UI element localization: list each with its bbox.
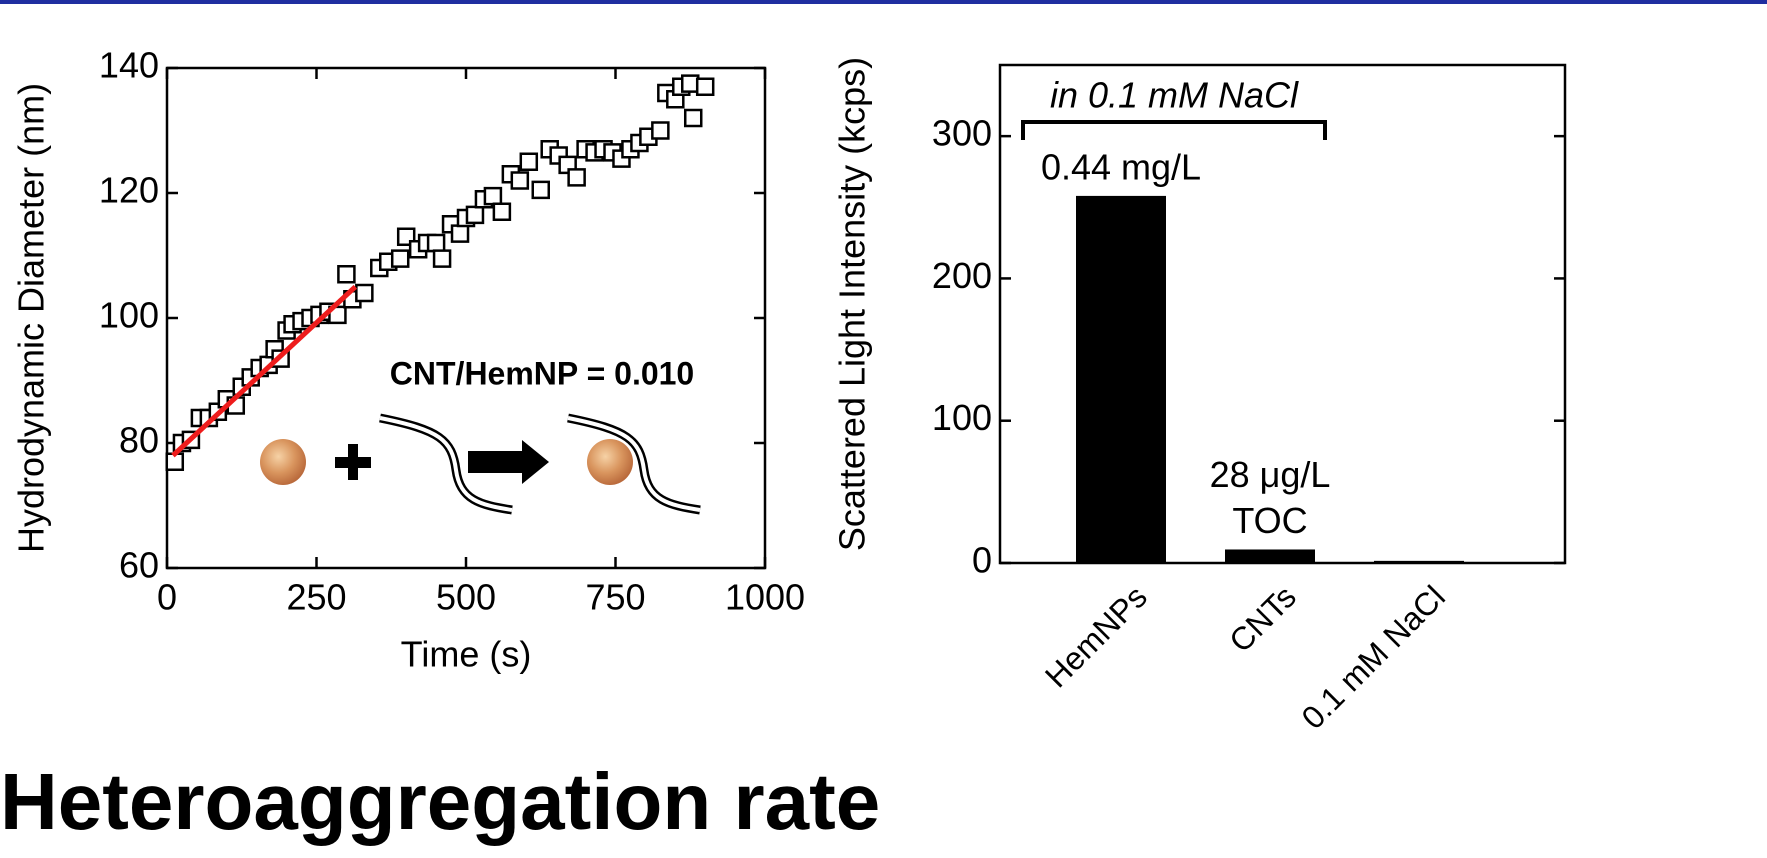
y-tick-label: 120	[99, 170, 159, 211]
data-point	[567, 168, 586, 187]
annotation: CNT/HemNP = 0.010	[390, 355, 694, 391]
y-tick-label: 300	[932, 113, 992, 154]
y-axis-label: Scattered Light Intensity (kcps)	[832, 57, 873, 551]
y-axis-label: Hydrodynamic Diameter (nm)	[11, 83, 52, 553]
x-tick-label: 750	[585, 577, 645, 618]
bracket	[1021, 120, 1327, 140]
x-axis-label: Time (s)	[401, 634, 532, 675]
y-tick-label: 80	[119, 420, 159, 461]
data-point	[651, 121, 670, 140]
y-tick-label: 200	[932, 255, 992, 296]
y-tick-label: 140	[99, 45, 159, 86]
data-point	[519, 152, 539, 171]
x-tick-label: 1000	[725, 577, 805, 618]
data-point	[432, 249, 452, 268]
data-point	[695, 77, 715, 96]
bar	[1076, 195, 1166, 563]
bar-note: 28 μg/L	[1210, 454, 1331, 495]
data-point	[337, 265, 356, 284]
data-point	[355, 283, 374, 303]
x-tick-label: 250	[286, 577, 346, 618]
x-tick-label: 0.1 mM NaCl	[1294, 578, 1451, 735]
schematic	[260, 413, 701, 515]
fit-line	[171, 284, 358, 458]
data-point	[531, 180, 550, 200]
x-tick-label: CNTs	[1222, 578, 1303, 659]
y-tick-label: 100	[99, 295, 159, 336]
y-tick-label: 100	[932, 397, 992, 438]
bar	[1225, 549, 1315, 563]
data-point	[450, 224, 470, 243]
data-point	[483, 186, 503, 206]
data-point	[681, 74, 700, 93]
x-tick-label: 500	[436, 577, 496, 618]
data-point	[510, 171, 530, 190]
data-point	[465, 205, 485, 225]
y-tick-label: 0	[972, 540, 992, 581]
bar-note: TOC	[1232, 500, 1307, 541]
data-point	[390, 249, 410, 268]
top-rule	[0, 0, 1767, 4]
data-point	[683, 108, 703, 128]
bracket-label: in 0.1 mM NaCl	[1050, 75, 1299, 116]
bar	[1374, 560, 1464, 563]
heading: Heteroaggregation rate	[0, 757, 880, 846]
data-point	[328, 305, 347, 325]
bar-note: 0.44 mg/L	[1041, 146, 1201, 187]
x-tick-label: HemNPs	[1038, 578, 1154, 694]
data-point	[492, 202, 512, 221]
x-tick-label: 0	[157, 577, 177, 618]
y-tick-label: 60	[119, 545, 159, 586]
data-point	[426, 233, 446, 253]
